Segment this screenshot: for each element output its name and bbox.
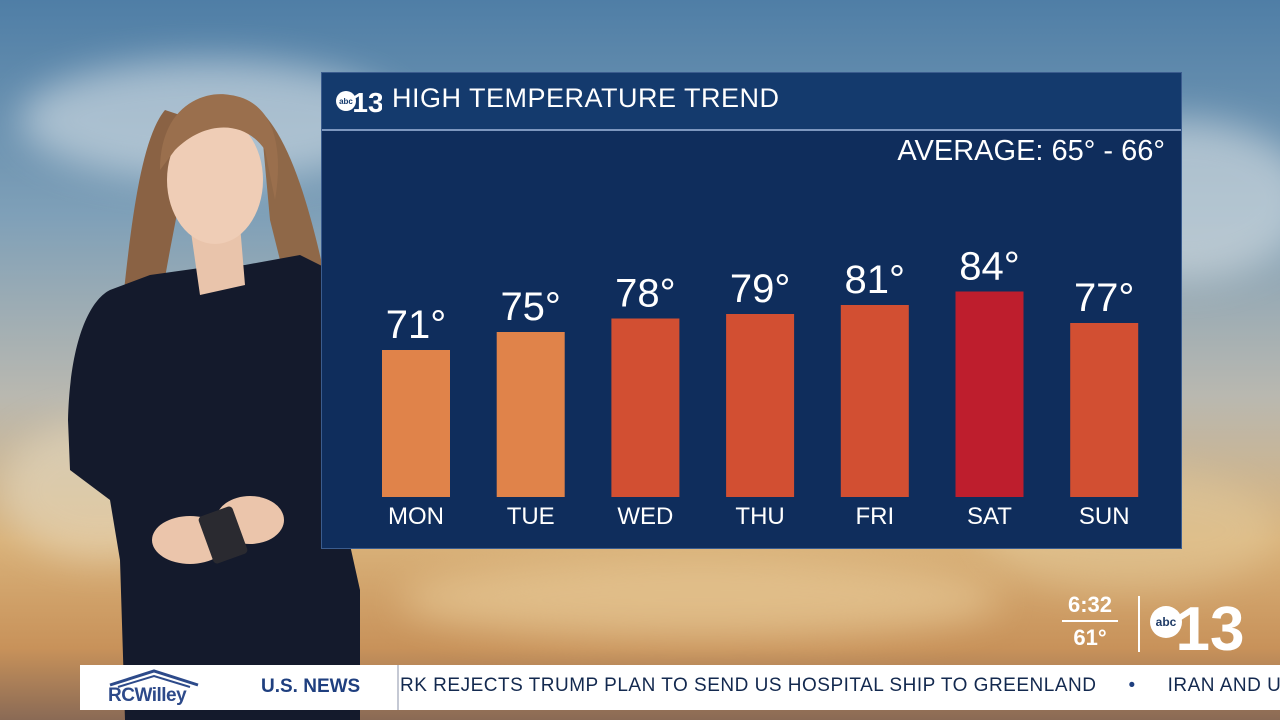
- panel-header: abc 13 HIGH TEMPERATURE TREND: [322, 73, 1181, 131]
- value-label-fri: 81°: [845, 258, 906, 302]
- background-cloud: [400, 560, 1000, 640]
- sponsor-name: RCWilley: [108, 685, 187, 706]
- svg-text:abc: abc: [339, 97, 353, 106]
- current-time: 6:32: [1062, 592, 1118, 622]
- svg-text:13: 13: [352, 87, 382, 118]
- bar-sat: [955, 291, 1024, 497]
- day-label-thu: THU: [735, 503, 784, 530]
- abc13-station-logo-icon: abc 13: [1150, 595, 1244, 658]
- day-label-tue: TUE: [507, 503, 555, 530]
- bar-fri: [840, 305, 909, 497]
- value-label-thu: 79°: [730, 267, 791, 311]
- divider: [1138, 596, 1140, 652]
- chart-title: HIGH TEMPERATURE TREND: [392, 83, 780, 113]
- temperature-trend-panel: abc 13 HIGH TEMPERATURE TREND AVERAGE: 6…: [321, 72, 1182, 549]
- day-label-fri: FRI: [855, 503, 894, 530]
- day-label-sun: SUN: [1079, 503, 1130, 530]
- value-label-wed: 78°: [615, 272, 676, 316]
- bar-sun: [1070, 323, 1139, 497]
- value-label-sat: 84°: [959, 245, 1020, 289]
- news-ticker: RCWilley U.S. NEWS RK REJECTS TRUMP PLAN…: [80, 665, 1280, 710]
- ticker-category-label: U.S. NEWS: [261, 676, 361, 697]
- bar-thu: [726, 314, 795, 497]
- weather-presenter: [68, 94, 385, 720]
- value-label-tue: 75°: [500, 285, 560, 329]
- average-annotation: AVERAGE: 65° - 66°: [897, 135, 1165, 167]
- svg-text:abc: abc: [1156, 615, 1177, 629]
- bar-chart: 71° MON 75° TUE 78° WED 79° THU 81° FRI 84° SAT 77° S…: [382, 245, 1139, 530]
- svg-text:13: 13: [1176, 595, 1244, 658]
- ticker-next-headline: IRAN AND U: [1167, 675, 1280, 696]
- value-label-sun: 77°: [1074, 276, 1135, 320]
- day-label-sat: SAT: [967, 503, 1012, 530]
- day-label-mon: MON: [388, 503, 444, 530]
- bar-wed: [611, 318, 680, 497]
- ticker-headline: RK REJECTS TRUMP PLAN TO SEND US HOSPITA…: [400, 675, 1097, 696]
- sponsor-logo: RCWilley: [80, 665, 235, 710]
- house-roof-icon: [109, 669, 199, 688]
- day-label-wed: WED: [617, 503, 673, 530]
- ticker-headlines: RK REJECTS TRUMP PLAN TO SEND US HOSPITA…: [400, 675, 1280, 697]
- bar-tue: [496, 332, 565, 497]
- value-label-mon: 71°: [386, 303, 447, 347]
- bar-mon: [382, 350, 450, 497]
- abc13-logo-icon: abc 13: [336, 87, 382, 118]
- bullet-separator-icon: •: [1128, 675, 1136, 696]
- current-temperature: 61°: [1073, 625, 1107, 650]
- ticker-category: U.S. NEWS: [235, 665, 399, 710]
- time-temp-readout: 6:32 61°: [1062, 592, 1118, 651]
